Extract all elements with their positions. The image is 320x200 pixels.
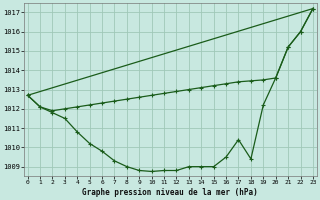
X-axis label: Graphe pression niveau de la mer (hPa): Graphe pression niveau de la mer (hPa)	[83, 188, 258, 197]
